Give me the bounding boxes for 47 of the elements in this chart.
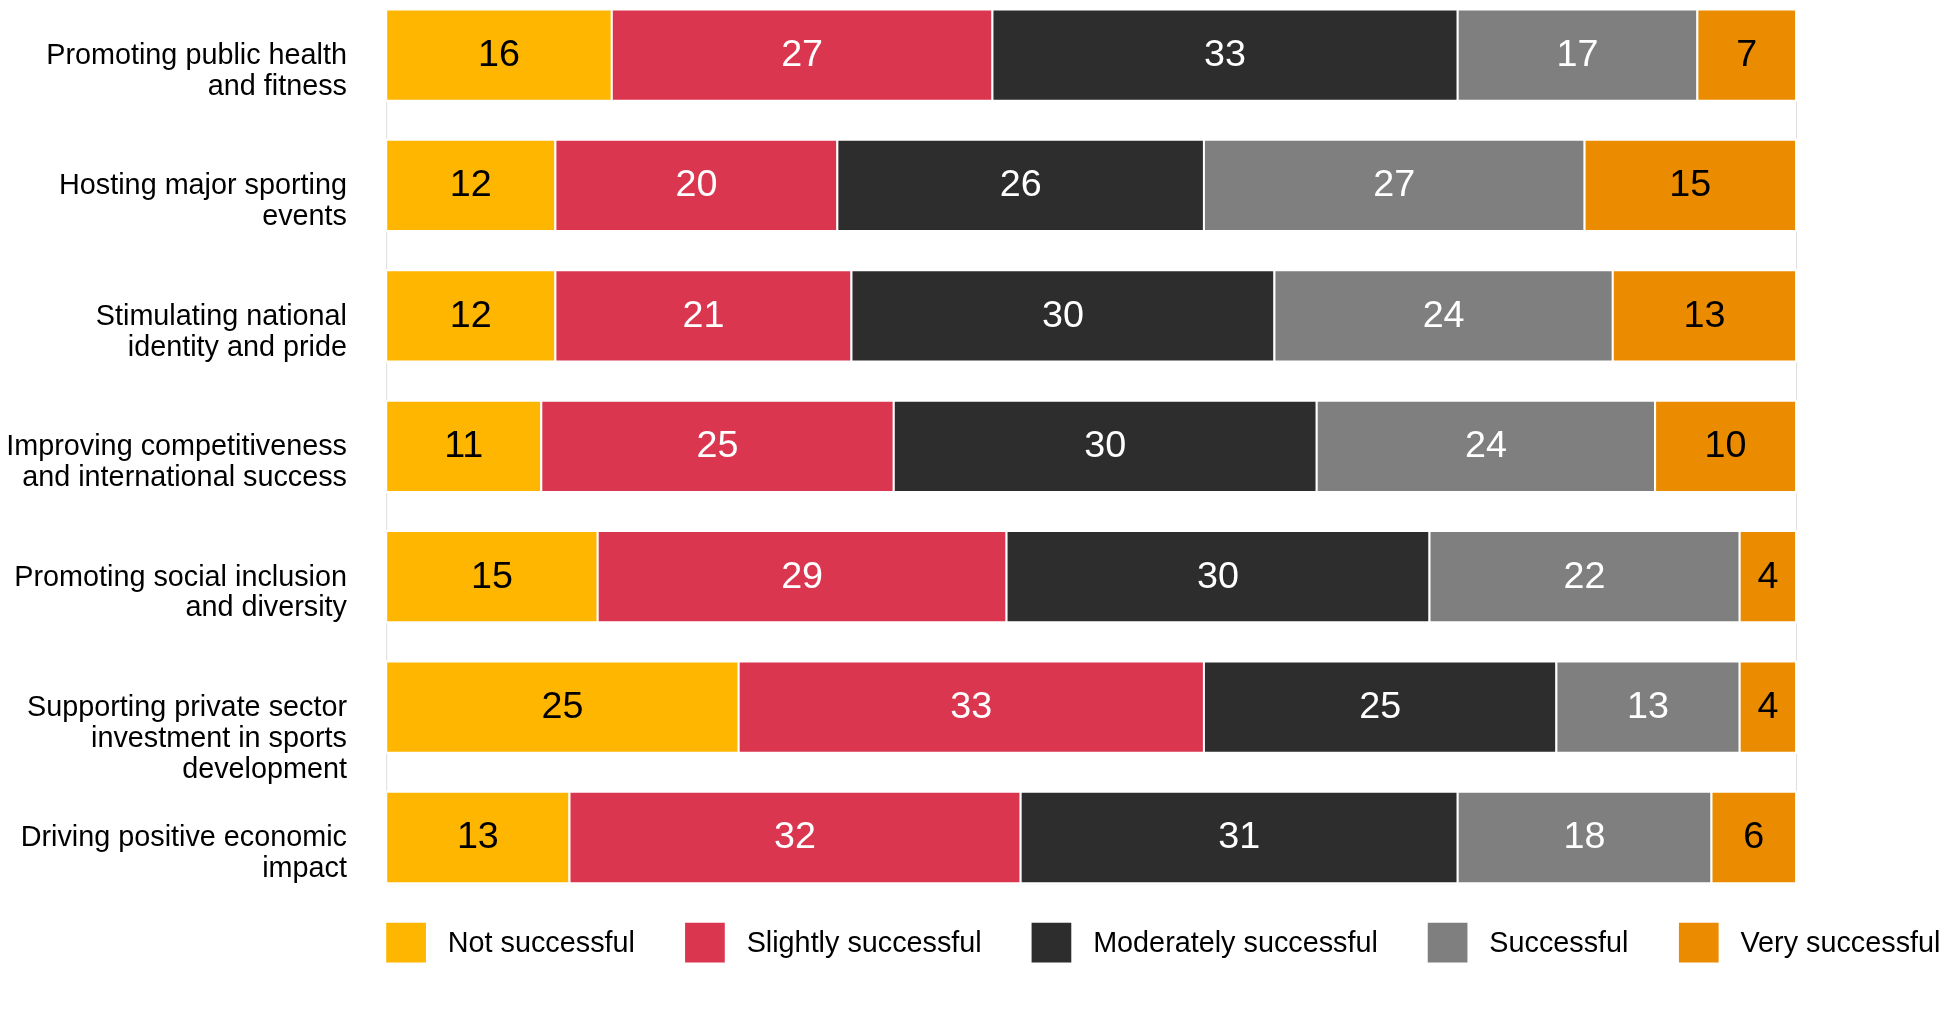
y-tick-label: Stimulating national identity and pride xyxy=(95,298,347,362)
data-label: 15 xyxy=(1669,162,1712,205)
data-label: 27 xyxy=(1373,162,1416,205)
data-label: 22 xyxy=(1563,553,1606,596)
data-label: 10 xyxy=(1704,423,1747,466)
data-label: 33 xyxy=(1204,31,1247,74)
data-label: 13 xyxy=(1627,684,1670,727)
data-label: 24 xyxy=(1422,292,1465,335)
data-label: 32 xyxy=(774,814,817,857)
data-label: 21 xyxy=(682,292,725,335)
y-tick-label: Hosting major sporting events xyxy=(59,168,347,232)
data-label: 7 xyxy=(1736,31,1758,74)
y-tick-label: Promoting public health and fitness xyxy=(46,38,347,101)
legend-label: Very successful xyxy=(1740,925,1941,958)
data-label: 30 xyxy=(1197,553,1240,596)
legend-label: Moderately successful xyxy=(1093,925,1378,958)
data-label: 12 xyxy=(449,292,492,335)
y-tick-label: Supporting private sector investment in sports development xyxy=(27,690,348,784)
y-tick-label: Promoting social inclusion and diversity xyxy=(14,559,348,623)
y-tick-label: Improving competitiveness and international success xyxy=(6,429,347,492)
data-label: 30 xyxy=(1041,292,1084,335)
data-label: 17 xyxy=(1556,31,1599,74)
data-label: 30 xyxy=(1084,423,1127,466)
data-label: 12 xyxy=(449,162,492,205)
legend-label: Slightly successful xyxy=(746,925,982,958)
data-label: 25 xyxy=(1359,684,1402,727)
data-label: 15 xyxy=(470,553,513,596)
y-tick-label: Driving positive economic impact xyxy=(20,820,347,884)
data-label: 25 xyxy=(696,423,739,466)
data-label: 24 xyxy=(1464,423,1507,466)
data-label: 4 xyxy=(1757,553,1779,596)
data-label: 26 xyxy=(999,162,1042,205)
data-label: 18 xyxy=(1563,814,1606,857)
legend-label: Not successful xyxy=(447,925,635,958)
data-label: 20 xyxy=(675,162,718,205)
data-label: 25 xyxy=(541,684,584,727)
data-label: 27 xyxy=(781,31,824,74)
data-label: 13 xyxy=(456,814,499,857)
data-label: 13 xyxy=(1683,292,1726,335)
data-label: 16 xyxy=(478,31,520,74)
data-label: 33 xyxy=(950,684,993,727)
legend-label: Successful xyxy=(1489,925,1629,958)
data-label: 4 xyxy=(1757,684,1779,727)
data-label: 6 xyxy=(1743,814,1765,857)
data-label: 29 xyxy=(781,553,824,596)
data-label: 31 xyxy=(1218,814,1261,857)
data-label: 11 xyxy=(444,423,484,466)
